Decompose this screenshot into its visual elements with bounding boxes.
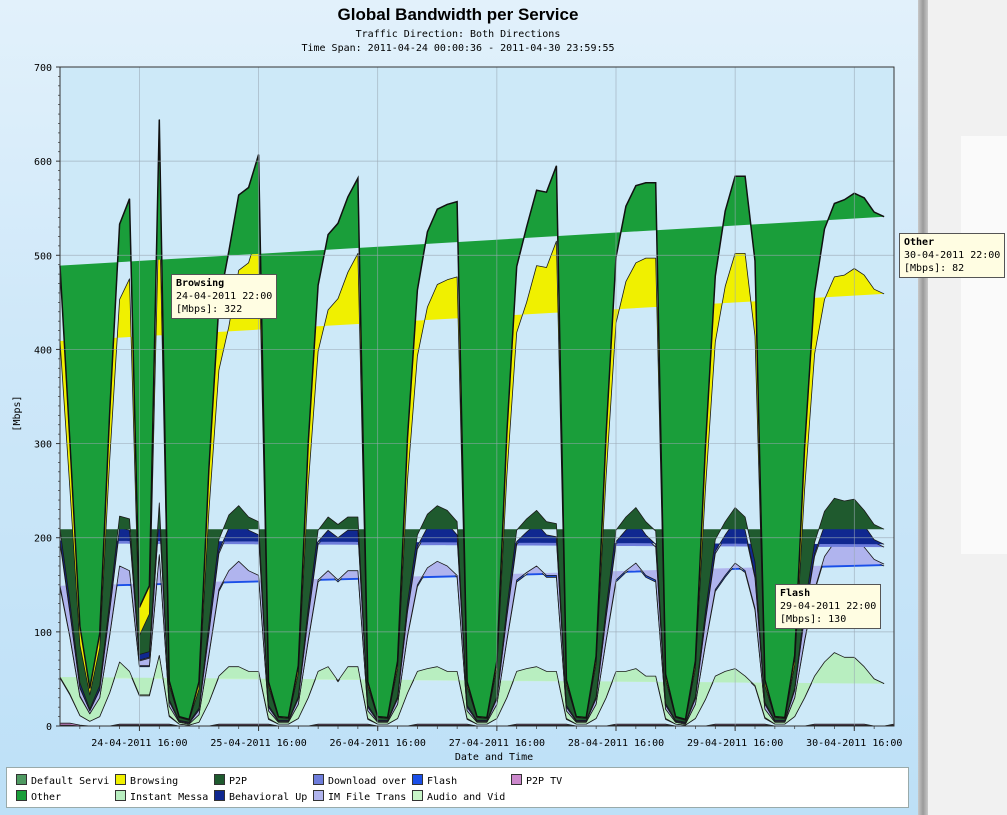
legend-label: Default Servi bbox=[31, 776, 110, 787]
legend-item-download-over[interactable]: Download over bbox=[313, 774, 409, 788]
y-tick-label: 0 bbox=[46, 722, 52, 733]
legend-label: Download over bbox=[328, 776, 407, 787]
tooltip-browsing-title: Browsing bbox=[176, 278, 225, 289]
x-tick-label: 27-04-2011 16:00 bbox=[449, 738, 545, 749]
legend-item-default-servi[interactable]: Default Servi bbox=[16, 774, 112, 788]
legend-item-p2p[interactable]: P2P bbox=[214, 774, 310, 788]
legend-item-other[interactable]: Other bbox=[16, 790, 112, 804]
tooltip-other-value: [Mbps]: 82 bbox=[904, 263, 965, 274]
legend-label: Instant Messa bbox=[130, 792, 209, 803]
tooltip-browsing: Browsing 24-04-2011 22:00 [Mbps]: 322 bbox=[171, 274, 278, 319]
panel-splitter[interactable] bbox=[918, 0, 928, 815]
legend-label: Browsing bbox=[130, 776, 179, 787]
chart-title: Global Bandwidth per Service bbox=[337, 5, 579, 24]
legend-label: Flash bbox=[427, 776, 458, 787]
tooltip-flash-date: 29-04-2011 22:00 bbox=[780, 601, 877, 612]
legend-swatch bbox=[16, 790, 27, 801]
x-axis-label: Date and Time bbox=[455, 752, 533, 763]
legend-swatch bbox=[115, 790, 126, 801]
legend-item-p2p-tv[interactable]: P2P TV bbox=[511, 774, 607, 788]
tooltip-browsing-date: 24-04-2011 22:00 bbox=[176, 291, 273, 302]
chart-time-span: Time Span: 2011-04-24 00:00:36 - 2011-04… bbox=[301, 43, 615, 54]
tooltip-flash: Flash 29-04-2011 22:00 [Mbps]: 130 bbox=[775, 584, 882, 629]
y-tick-label: 100 bbox=[34, 628, 52, 639]
y-tick-label: 400 bbox=[34, 345, 52, 356]
y-axis-label: [Mbps] bbox=[12, 395, 23, 431]
legend-swatch bbox=[115, 774, 126, 785]
legend-label: Audio and Vid bbox=[427, 792, 506, 803]
legend-label: P2P TV bbox=[526, 776, 563, 787]
tooltip-other-date: 30-04-2011 22:00 bbox=[904, 250, 1001, 261]
tooltip-other-title: Other bbox=[904, 237, 935, 248]
legend-swatch bbox=[412, 774, 423, 785]
legend-item-browsing[interactable]: Browsing bbox=[115, 774, 211, 788]
legend-item-instant-messa[interactable]: Instant Messa bbox=[115, 790, 211, 804]
chart-legend: Default Servi Browsing P2P Download over Fla… bbox=[6, 767, 909, 808]
legend-swatch bbox=[214, 774, 225, 785]
y-tick-label: 300 bbox=[34, 440, 52, 451]
legend-label: Behavioral Up bbox=[229, 792, 308, 803]
legend-swatch bbox=[16, 774, 27, 785]
tooltip-flash-title: Flash bbox=[780, 588, 811, 599]
legend-label: P2P bbox=[229, 776, 248, 787]
legend-item-flash[interactable]: Flash bbox=[412, 774, 508, 788]
y-tick-label: 700 bbox=[34, 63, 52, 74]
y-tick-label: 600 bbox=[34, 157, 52, 168]
tooltip-other: Other 30-04-2011 22:00 [Mbps]: 82 bbox=[899, 233, 1006, 278]
legend-item-audio-and-vid[interactable]: Audio and Vid bbox=[412, 790, 508, 804]
legend-swatch bbox=[511, 774, 522, 785]
legend-item-behavioral-up[interactable]: Behavioral Up bbox=[214, 790, 310, 804]
y-tick-label: 500 bbox=[34, 251, 52, 262]
legend-swatch bbox=[412, 790, 423, 801]
legend-swatch bbox=[313, 774, 324, 785]
x-tick-label: 25-04-2011 16:00 bbox=[210, 738, 306, 749]
legend-swatch bbox=[214, 790, 225, 801]
x-tick-label: 24-04-2011 16:00 bbox=[91, 738, 187, 749]
side-panel-card bbox=[961, 136, 1007, 554]
chart-subtitle: Traffic Direction: Both Directions bbox=[355, 29, 561, 40]
tooltip-browsing-value: [Mbps]: 322 bbox=[176, 304, 243, 315]
y-tick-label: 200 bbox=[34, 534, 52, 545]
legend-label: Other bbox=[31, 792, 62, 803]
x-tick-label: 30-04-2011 16:00 bbox=[806, 738, 902, 749]
total-outline bbox=[59, 119, 885, 721]
x-tick-label: 26-04-2011 16:00 bbox=[330, 738, 426, 749]
legend-swatch bbox=[313, 790, 324, 801]
x-tick-label: 28-04-2011 16:00 bbox=[568, 738, 664, 749]
legend-label: IM File Trans bbox=[328, 792, 407, 803]
bandwidth-chart: 0 100 200 300 400 500 600 700 24-04-2011 16:00 25… bbox=[12, 63, 902, 763]
tooltip-flash-value: [Mbps]: 130 bbox=[780, 614, 847, 625]
legend-item-im-file-trans[interactable]: IM File Trans bbox=[313, 790, 409, 804]
x-tick-label: 29-04-2011 16:00 bbox=[687, 738, 783, 749]
